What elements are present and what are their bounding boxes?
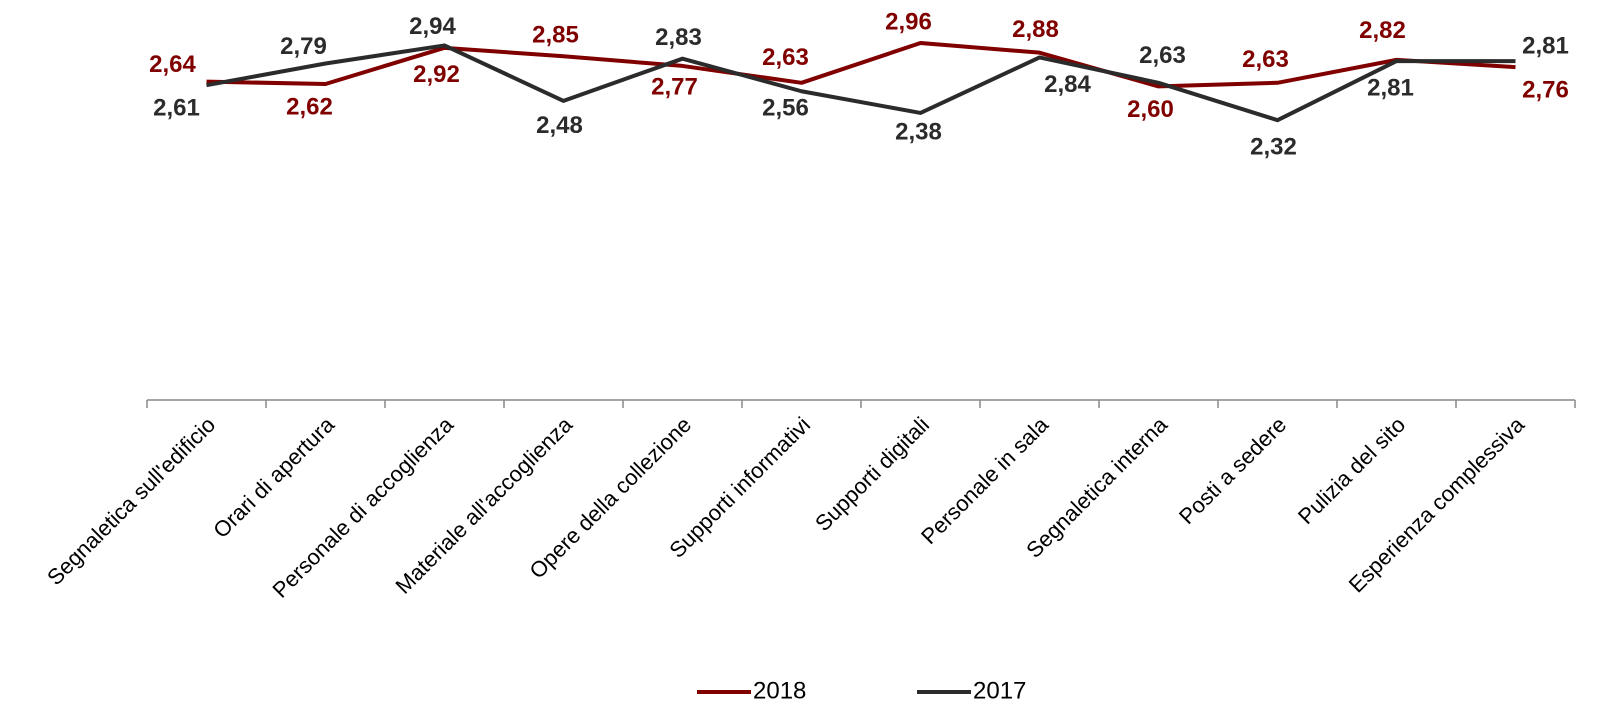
data-label: 2,76 [1522,76,1569,103]
x-tick-label: Pulizia del sito [1293,412,1410,529]
series-line [206,41,1516,89]
x-tick-label: Posti a sedere [1174,412,1291,529]
data-label: 2,83 [655,24,702,51]
data-label: 2,81 [1522,32,1569,59]
x-tick-label: Personale in sala [916,411,1054,549]
x-tick-label: Orari di apertura [208,411,339,542]
data-label: 2,32 [1250,134,1297,161]
data-label: 2,60 [1127,96,1174,123]
data-label: 2,64 [149,51,196,78]
data-label: 2,88 [1012,16,1059,43]
data-label: 2,84 [1044,71,1091,98]
data-label: 2,63 [1139,42,1186,69]
data-label: 2,79 [280,33,327,60]
data-label: 2,94 [409,13,456,40]
data-label: 2,61 [153,95,200,122]
data-label: 2,77 [651,73,698,100]
data-label: 2,96 [885,8,932,35]
data-label: 2,82 [1359,17,1406,44]
data-label: 2,85 [532,22,579,49]
x-tick-label: Supporti digitali [810,412,934,536]
series-line [206,43,1516,123]
data-label: 2,63 [762,44,809,71]
data-label: 2,48 [536,112,583,139]
legend-label: 2017 [973,677,1026,704]
data-label: 2,81 [1367,74,1414,101]
x-tick-label: Segnaletica sull'edificio [42,412,220,590]
data-label: 2,63 [1242,46,1289,73]
data-label: 2,38 [895,118,942,145]
data-label: 2,56 [762,95,809,122]
data-label: 2,62 [286,93,333,120]
data-label: 2,92 [413,61,460,88]
legend-label: 2018 [753,677,806,704]
